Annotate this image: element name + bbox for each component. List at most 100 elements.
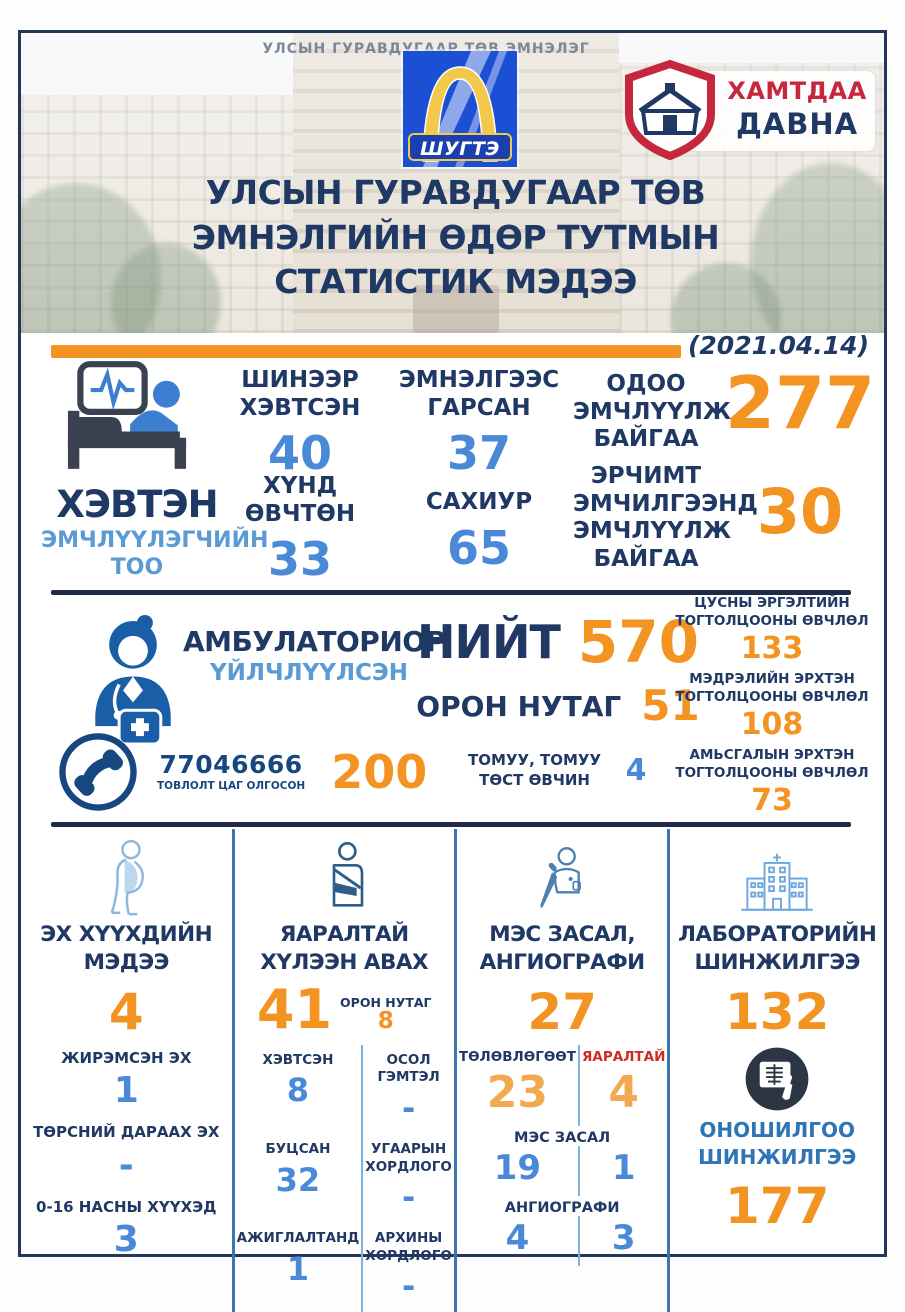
stat-sakhiur: САХИУР 65 [393,489,565,575]
diag-label-line2: ШИНЖИЛГЭЭ [698,1144,857,1169]
planned-value: 23 [486,1066,549,1118]
icu-label: ЭРЧИМТ ЭМЧИЛГЭЭНД ЭМЧЛҮҮЛЖ БАЙГАА [573,463,758,572]
surgery-column: МЭС ЗАСАЛ, АНГИОГРАФИ 27 ТӨЛӨВЛӨГӨӨТ ЯАР… [457,829,671,1312]
cell-label: ОСОЛ ГЭМТЭЛ [377,1051,440,1086]
report-date: (2021.04.14) [687,331,869,360]
inpatient-label-sub2: ТОО [110,555,164,580]
discharged-label: ЭМНЭЛГЭЭС ГАРСАН [398,367,560,421]
angiography-label: АНГИОГРАФИ [504,1199,620,1216]
disease-respiratory: АМЬСГАЛЫН ЭРХТЭН ТОГТОЛЦООНЫ ӨВЧЛӨЛ 73 [663,747,881,817]
current-inpatient-label: ОДОО ЭМЧЛҮҮЛЖ БАЙГАА [573,371,732,453]
item-value: 1 [113,1070,139,1112]
ambulatory-label-main: АМБУЛАТОРИОР [183,625,446,658]
disease-stats: ЦУСНЫ ЭРГЭЛТИЙН ТОГТОЛЦООНЫ ӨВЧЛӨЛ 133 М… [663,595,881,823]
total-label: НИЙТ [417,615,561,669]
stat-severe: ХҮНД ӨВЧТӨН 33 [209,473,391,586]
ger-shield-icon [625,59,715,161]
emergency-value: 4 [577,1064,667,1126]
cell-label: БУЦСАН [265,1140,331,1157]
maternal-item-pregnant: ЖИРЭМСЭН ЭХ 1 [61,1049,191,1112]
severe-label: ХҮНД ӨВЧТӨН [244,473,356,527]
discharged-value: 37 [446,426,511,481]
surgery-right-value: 1 [577,1145,667,1196]
cell-label: ХЭВТСЭН [262,1051,334,1068]
laboratory-total: 132 [725,982,830,1041]
ambulatory-regional: ОРОН НУТАГ 51 [413,685,703,727]
disease-value: 73 [751,783,793,819]
emergency-grid: ХЭВТСЭН 8 ОСОЛ ГЭМТЭЛ - БУЦСАН 32 УГААРЫ… [235,1044,454,1312]
sakhiur-value: 65 [446,520,511,575]
regional-value: 51 [641,681,700,730]
maternal-item-children: 0-16 НАСНЫ ХҮҮХЭД 3 [36,1198,216,1261]
disease-label: АМЬСГАЛЫН ЭРХТЭН ТОГТОЛЦООНЫ ӨВЧЛӨЛ [675,747,869,781]
item-value: 3 [113,1219,139,1261]
hamtdaa-davna-logo: ХАМТДАА ДАВНА [619,59,875,161]
tree-left-2 [111,243,221,333]
cell-value: - [401,1267,416,1306]
inpatient-label-sub1: ЭМЧЛҮҮЛЭГЧИЙН [41,528,269,553]
cell-value: - [401,1178,416,1217]
disease-circulatory: ЦУСНЫ ЭРГЭЛТИЙН ТОГТОЛЦООНЫ ӨВЧЛӨЛ 133 [663,595,881,665]
infographic-frame: УЛСЫН ГУРАВДУГААР ТӨВ ЭМНЭЛЭГ ШУГТЭ ХАМТ… [18,30,887,1312]
disease-value: 108 [740,707,804,743]
severe-value: 33 [267,532,332,587]
disease-value: 133 [740,631,804,667]
phone-icon [59,733,137,811]
hero-photo: УЛСЫН ГУРАВДУГААР ТӨВ ЭМНЭЛЭГ ШУГТЭ ХАМТ… [21,33,884,333]
flu-stat: ТОМУУ, ТОМУУ ТӨСТ ӨВЧИН 4 [433,751,673,790]
title-line-1: УЛСЫН ГУРАВДУГААР ТӨВ [205,173,706,212]
total-value: 570 [577,608,699,676]
title-line-3: СТАТИСТИК МЭДЭЭ [274,262,637,302]
phone-sub-label: ТОВЛОЛТ ЦАГ ОЛГОСОН [157,780,306,793]
new-admitted-value: 40 [267,426,332,481]
maternal-column: ЭХ ХҮҮХДИЙН МЭДЭЭ 4 ЖИРЭМСЭН ЭХ 1 ТӨРСНИ… [21,829,235,1312]
title-line-2: ЭМНЭЛГИЙН ӨДӨР ТУТМЫН [191,217,720,257]
sakhiur-label: САХИУР [425,489,533,515]
emergency-observation: АЖИГЛАЛТАНД 1 [235,1223,362,1312]
disease-nervous: МЭДРЭЛИЙН ЭРХТЭН ТОГТОЛЦООНЫ ӨВЧЛӨЛ 108 [663,671,881,741]
cell-value: - [401,1088,416,1127]
emergency-total-row: 41 ОРОН НУТАГ 8 [257,982,432,1037]
emergency-accident: ОСОЛ ГЭМТЭЛ - [361,1044,454,1134]
item-value: - [118,1144,134,1186]
planned-label: ТӨЛӨВЛӨГӨӨТ [458,1048,576,1065]
surgery-left-value: 19 [493,1147,542,1188]
diagnostic-label: ОНОШИЛГОО ШИНЖИЛГЭЭ [698,1117,856,1171]
statue [413,285,499,333]
laboratory-column: ЛАБОРАТОРИЙН ШИНЖИЛГЭЭ 132 ОНОШИЛГОО ШИН… [670,829,884,1312]
phone-number: 77046666 [159,750,303,780]
item-label: 0-16 НАСНЫ ХҮҮХЭД [36,1197,217,1216]
item-label: ТӨРСНИЙ ДАРААХ ЭХ [33,1123,220,1142]
stat-new-admitted: ШИНЭЭР ХЭВТСЭН 40 [209,367,391,480]
page-title: УЛСЫН ГУРАВДУГААР ТӨВ ЭМНЭЛГИЙН ӨДӨР ТУТ… [81,171,830,305]
cell-value: 1 [286,1249,310,1288]
disease-label: ЦУСНЫ ЭРГЭЛТИЙН ТОГТОЛЦООНЫ ӨВЧЛӨЛ [675,595,869,629]
ambulatory-total: НИЙТ 570 [413,613,703,671]
stat-discharged: ЭМНЭЛГЭЭС ГАРСАН 37 [393,367,565,480]
new-admitted-label: ШИНЭЭР ХЭВТСЭН [239,367,361,421]
inpatient-section-label: ХЭВТЭН ЭМЧЛҮҮЛЭГЧИЙН ТОО [41,483,269,580]
emergency-alcohol-poisoning: АРХИНЫ ХОРДЛОГО - [361,1223,454,1312]
laboratory-title: ЛАБОРАТОРИЙН ШИНЖИЛГЭЭ [678,922,877,975]
inpatient-label-main: ХЭВТЭН [56,483,218,526]
pregnant-woman-icon [95,837,157,917]
phone-info: 77046666 ТОВЛОЛТ ЦАГ ОЛГОСОН [157,750,305,793]
shugte-logo: ШУГТЭ [403,51,517,167]
maternal-item-postpartum: ТӨРСНИЙ ДАРААХ ЭХ - [33,1123,219,1186]
surgery-total: 27 [527,982,597,1041]
maternal-total: 4 [108,982,144,1041]
surgery-grid: ТӨЛӨВЛӨГӨӨТ ЯАРАЛТАЙ 23 4 МЭС ЗАСАЛ 19 1… [457,1044,668,1266]
regional-label: ОРОН НУТАГ [340,994,432,1010]
emergency-title: ЯАРАЛТАЙ ХҮЛЭЭН АВАХ [260,922,429,975]
angio-left-value: 4 [505,1217,530,1258]
phone-value: 200 [331,745,428,799]
phone-booking-stat: 77046666 ТОВЛОЛТ ЦАГ ОЛГОСОН 200 [57,731,427,813]
emergency-co-poisoning: УГААРЫН ХОРДЛОГО - [361,1133,454,1224]
cell-value: 8 [286,1071,310,1110]
flu-label: ТОМУУ, ТОМУУ ТӨСТ ӨВЧИН [468,751,602,789]
emergency-column: ЯАРАЛТАЙ ХҮЛЭЭН АВАХ 41 ОРОН НУТАГ 8 ХЭВ… [235,829,457,1312]
diag-label-line1: ОНОШИЛГОО [699,1117,855,1142]
hospital-building-icon [738,837,816,917]
section-divider-1 [51,590,851,595]
emergency-label: ЯАРАЛТАЙ [577,1044,667,1065]
